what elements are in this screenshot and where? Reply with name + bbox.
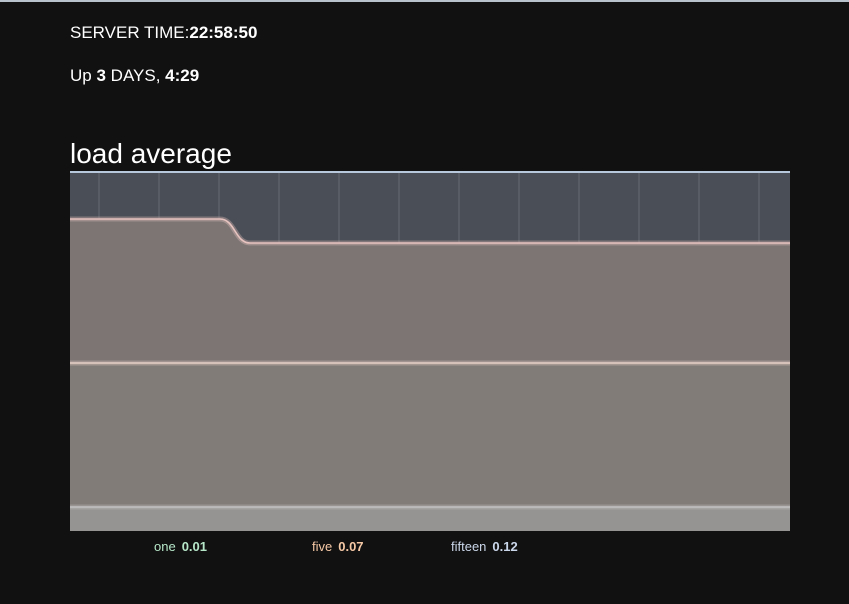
uptime-days: 3 <box>96 66 106 85</box>
legend-five-label: five <box>312 539 333 554</box>
legend-item-fifteen: fifteen 0.12 <box>451 538 518 556</box>
legend-fifteen-value: 0.12 <box>492 539 518 554</box>
series-areas <box>70 216 790 531</box>
series-line-fifteen <box>70 218 790 244</box>
legend-item-five: five 0.07 <box>312 538 364 556</box>
uptime-time: 4:29 <box>165 66 200 85</box>
legend-one-value: 0.01 <box>181 539 208 554</box>
server-time-label: SERVER TIME: <box>70 23 190 42</box>
uptime-prefix: Up <box>70 66 97 85</box>
server-time: SERVER TIME:22:58:50 <box>70 22 257 44</box>
series-area-one <box>70 507 790 531</box>
uptime: Up 3 DAYS, 4:29 <box>70 65 199 87</box>
series-area-five <box>70 363 790 531</box>
legend: one 0.01 five 0.07 fifteen 0.12 <box>70 538 790 556</box>
legend-one-label: one <box>154 539 176 554</box>
uptime-days-label: DAYS, <box>105 66 166 85</box>
legend-five-value: 0.07 <box>338 539 364 554</box>
chart-title: load average <box>70 138 232 169</box>
load-average-chart <box>70 171 790 531</box>
window-top-edge <box>0 0 849 2</box>
legend-item-one: one 0.01 <box>154 538 207 556</box>
server-time-value: 22:58:50 <box>189 23 258 42</box>
legend-fifteen-label: fifteen <box>451 539 487 554</box>
